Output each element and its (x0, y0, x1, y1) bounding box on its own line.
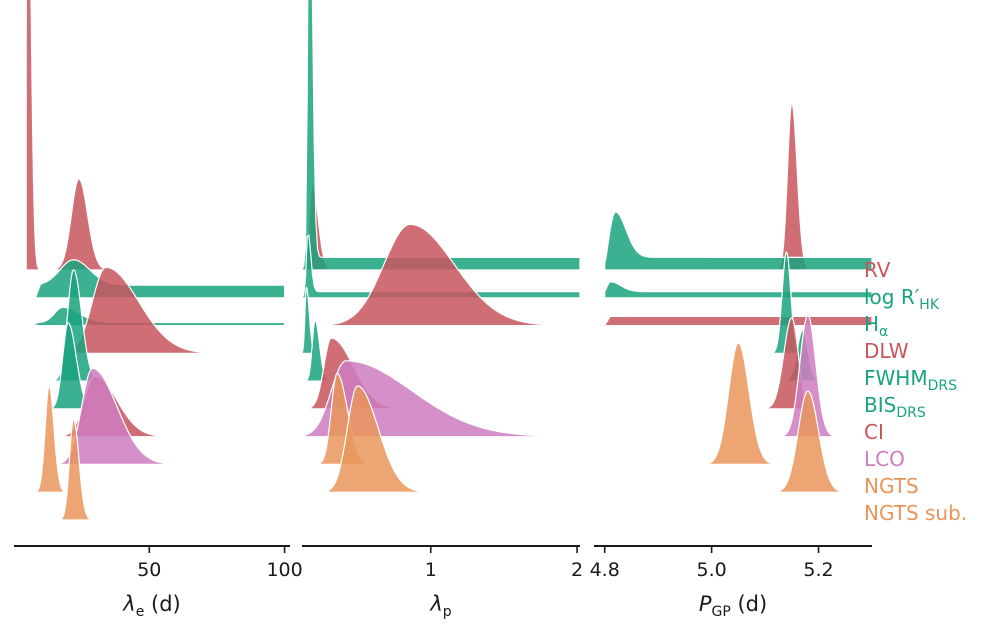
x-axis-label-unit: (d) (731, 592, 767, 616)
x-tick-label-p_gp: 5.2 (803, 559, 833, 581)
x-tick-label-lambda_e: 50 (137, 559, 161, 581)
legend-entry-label: CI (864, 420, 884, 444)
legend-entry-label: NGTS sub. (864, 501, 967, 525)
x-axis-label-lambda_e: λe (d) (122, 592, 180, 620)
density-lambda_e-lco (35, 367, 285, 465)
density-p_gp-ngts-sub- (738, 390, 862, 493)
density-p_gp-lco (658, 314, 851, 438)
x-axis-label-subscript: p (443, 604, 452, 620)
density-p_gp-ngts (668, 342, 777, 465)
density-lambda_e-fwhm-drs (35, 269, 123, 382)
density-lambda_p-dlw (327, 223, 581, 327)
panel-lambda_e: 50 100 λe (d) (14, 0, 303, 620)
x-tick-label-lambda_p: 1 (425, 559, 437, 581)
density-p_gp-dlw (603, 315, 873, 327)
legend-entry-label: H (864, 312, 879, 336)
legend-entry-label: RV (864, 258, 891, 282)
legend-entry-subscript: α (879, 324, 888, 340)
density-lambda_p-log-r-hk (301, 0, 581, 271)
legend-entry-7: LCO (864, 447, 905, 471)
density-lambda_e-rv (25, 0, 47, 271)
legend-entry-label: LCO (864, 447, 905, 471)
legend-entry-subscript: HK (919, 297, 940, 313)
legend-entry-0: RV (864, 258, 891, 282)
panel-lambda_p: 1 2 λp (300, 0, 583, 620)
x-tick-label-p_gp: 4.8 (590, 559, 620, 581)
x-tick-label-lambda_p: 2 (571, 559, 583, 581)
density-p_gp-log-r-hk (604, 211, 873, 271)
density-lambda_e-rv-broad- (46, 178, 117, 271)
legend-entry-8: NGTS (864, 474, 919, 498)
legend-entry-4: FWHMDRS (864, 366, 957, 394)
x-axis-label-symbol: λ (429, 592, 442, 616)
legend-entry-label: BIS (864, 393, 896, 417)
legend-entry-label: DLW (864, 339, 909, 363)
legend-entry-label: NGTS (864, 474, 919, 498)
density-p_gp-rv (775, 102, 809, 271)
x-axis-label-symbol: λ (122, 592, 135, 616)
legend-entry-1: log R′HK (864, 285, 940, 313)
legend-entry-3: DLW (864, 339, 909, 363)
x-axis-label-symbol: P (699, 592, 712, 616)
legend-entry-6: CI (864, 420, 884, 444)
legend-entry-subscript: DRS (896, 405, 926, 421)
x-axis-label-unit: (d) (144, 592, 180, 616)
legend-entry-9: NGTS sub. (864, 501, 967, 525)
x-tick-label-lambda_e: 100 (266, 559, 302, 581)
panel-p_gp: 4.8 5.0 5.2 PGP (d) (590, 102, 873, 620)
x-axis-label-subscript: GP (711, 604, 730, 620)
density-lambda_e-ngts-sub- (54, 418, 109, 521)
density-lambda_p-ngts-sub- (327, 385, 534, 493)
density-lambda_e-ngts (35, 385, 69, 493)
legend-entry-label: FWHM (864, 366, 928, 390)
legend-entry-2: Hα (864, 312, 888, 340)
x-axis-label-p_gp: PGP (d) (699, 592, 767, 620)
legend-entry-label: log R′ (864, 285, 920, 309)
density-p_gp-h-alpha (604, 281, 873, 299)
x-axis-label-lambda_p: λp (429, 592, 451, 620)
legend-entry-5: BISDRS (864, 393, 926, 421)
x-tick-label-p_gp: 5.0 (697, 559, 727, 581)
density-lambda_e-dlw (62, 266, 285, 354)
x-axis-label-subscript: e (136, 604, 145, 620)
legend-entry-subscript: DRS (928, 378, 958, 394)
